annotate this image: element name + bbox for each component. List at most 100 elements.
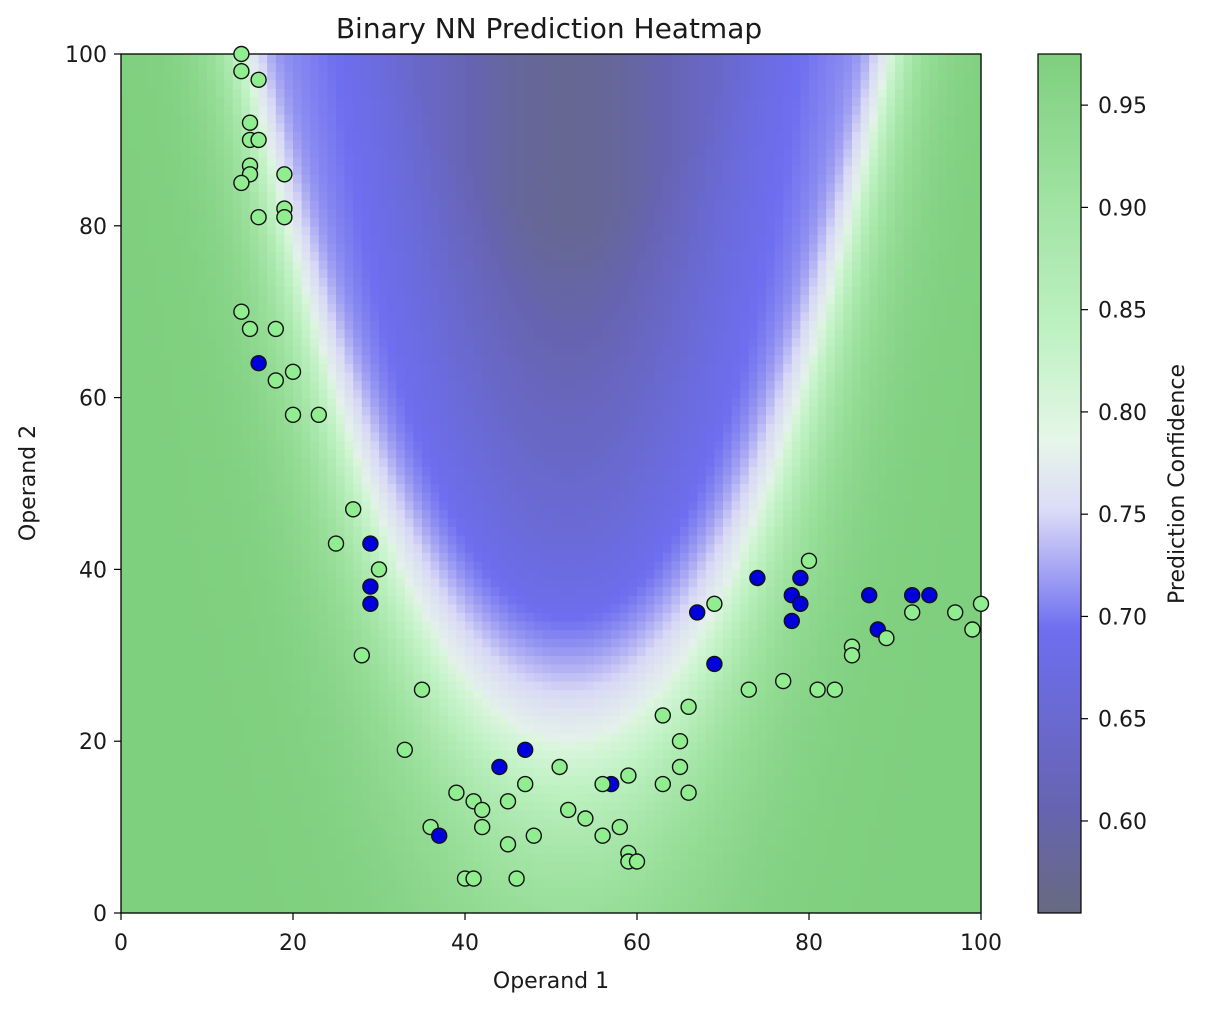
heatmap-cell [508,88,518,98]
heatmap-cell [404,887,414,897]
heatmap-cell [146,62,156,72]
heatmap-cell [430,423,440,433]
heatmap-cell [138,139,148,150]
heatmap-cell [516,406,526,416]
heatmap-cell [379,225,389,235]
heatmap-cell [422,328,432,339]
heatmap-cell [327,741,337,751]
heatmap-cell [404,457,414,467]
heatmap-cell [250,852,260,863]
heatmap-cell [516,234,526,244]
heatmap-cell [232,285,242,296]
heatmap-cell [241,724,251,734]
heatmap-cell [482,191,492,201]
heatmap-cell [413,71,423,81]
heatmap-cell [516,492,526,502]
heatmap-cell [310,174,320,184]
heatmap-cell [181,638,191,648]
heatmap-cell [310,577,320,588]
heatmap-cell [473,724,483,734]
heatmap-cell [404,157,414,167]
heatmap-cell [181,397,191,407]
heatmap-cell [404,844,414,854]
heatmap-cell [387,878,397,888]
heatmap-cell [379,878,389,888]
heatmap-cell [404,320,414,330]
heatmap-cell [353,320,363,330]
heatmap-cell [207,801,217,811]
heatmap-cell [267,852,277,863]
heatmap-cell [344,852,354,863]
heatmap-cell [258,165,268,175]
heatmap-cell [258,268,268,278]
heatmap-cell [293,629,303,639]
heatmap-cell [198,595,208,605]
heatmap-cell [181,827,191,837]
heatmap-cell [224,337,234,347]
heatmap-cell [207,724,217,734]
heatmap-cell [336,285,346,296]
heatmap-cell [310,182,320,193]
heatmap-cell [473,732,483,742]
heatmap-cell [267,474,277,485]
heatmap-cell [164,217,174,227]
heatmap-cell [146,105,156,115]
heatmap-cell [155,260,165,270]
heatmap-cell [215,827,225,837]
heatmap-cell [258,466,268,476]
heatmap-cell [422,88,432,98]
heatmap-cell [198,809,208,820]
heatmap-cell [232,852,242,863]
heatmap-cell [146,732,156,742]
heatmap-cell [215,363,225,373]
heatmap-cell [465,655,475,665]
heatmap-cell [284,552,294,562]
heatmap-cell [241,784,251,794]
heatmap-cell [146,174,156,184]
heatmap-cell [318,809,328,820]
heatmap-cell [465,835,475,845]
heatmap-cell [327,560,337,570]
heatmap-cell [232,242,242,253]
heatmap-cell [379,79,389,89]
heatmap-cell [344,818,354,828]
heatmap-cell [439,775,449,785]
heatmap-cell [129,122,139,132]
heatmap-cell [146,431,156,442]
heatmap-cell [508,663,518,674]
heatmap-cell [189,672,199,682]
heatmap-cell [344,139,354,150]
heatmap-cell [353,371,363,382]
heatmap-cell [379,732,389,742]
heatmap-cell [447,620,457,631]
heatmap-cell [465,208,475,218]
heatmap-cell [275,122,285,132]
heatmap-cell [189,706,199,717]
heatmap-cell [473,835,483,845]
heatmap-cell [387,380,397,390]
heatmap-cell [422,672,432,682]
heatmap-cell [533,285,543,296]
heatmap-cell [353,131,363,141]
heatmap-cell [370,165,380,175]
heatmap-cell [430,560,440,570]
heatmap-cell [129,337,139,347]
heatmap-cell [447,732,457,742]
heatmap-cell [172,844,182,854]
heatmap-cell [465,543,475,553]
heatmap-cell [344,285,354,296]
heatmap-cell [121,870,131,880]
heatmap-cell [155,191,165,201]
heatmap-cell [275,440,285,450]
heatmap-cell [533,698,543,708]
heatmap-cell [422,646,432,656]
heatmap-cell [430,775,440,785]
heatmap-cell [533,586,543,596]
heatmap-cell [129,586,139,596]
heatmap-cell [439,474,449,485]
heatmap-cell [379,200,389,210]
heatmap-cell [207,766,217,777]
heatmap-cell [516,638,526,648]
heatmap-cell [224,620,234,631]
heatmap-cell [181,517,191,528]
